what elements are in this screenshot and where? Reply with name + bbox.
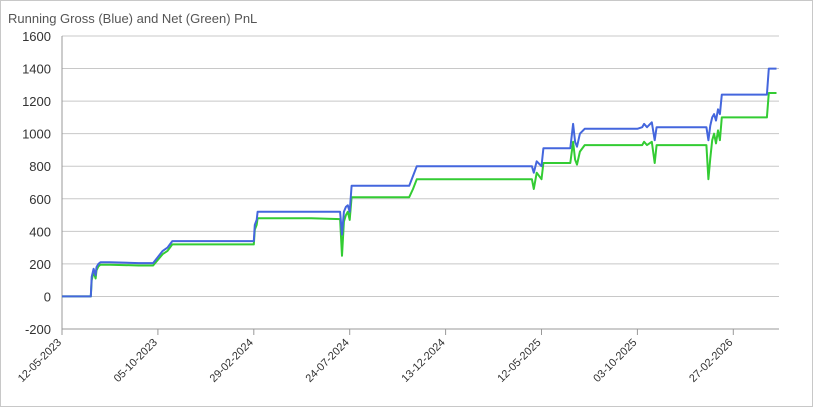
gross-pnl-line <box>62 67 777 298</box>
x-tick-label: 29-02-2024 <box>208 337 256 385</box>
y-tick-label: 600 <box>29 192 51 207</box>
chart-title: Running Gross (Blue) and Net (Green) PnL <box>8 11 258 26</box>
x-tick-label: 03-10-2025 <box>591 337 639 385</box>
y-tick-label: 0 <box>44 289 51 304</box>
x-tick-label: 27-02-2026 <box>687 337 735 385</box>
x-tick-label: 05-10-2023 <box>112 337 160 385</box>
y-tick-label: 200 <box>29 257 51 272</box>
y-tick-label: 800 <box>29 159 51 174</box>
net-pnl-line <box>62 92 777 298</box>
y-tick-label: 400 <box>29 224 51 239</box>
y-tick-label: 1200 <box>22 94 51 109</box>
x-tick-label: 24-07-2024 <box>304 337 352 385</box>
x-tick-label: 12-05-2023 <box>16 337 64 385</box>
y-tick-label: -200 <box>25 322 51 337</box>
y-tick-label: 1600 <box>22 29 51 44</box>
x-tick-label: 13-12-2024 <box>399 337 447 385</box>
y-tick-label: 1000 <box>22 127 51 142</box>
x-tick-label: 12-05-2025 <box>495 337 543 385</box>
y-tick-label: 1400 <box>22 62 51 77</box>
